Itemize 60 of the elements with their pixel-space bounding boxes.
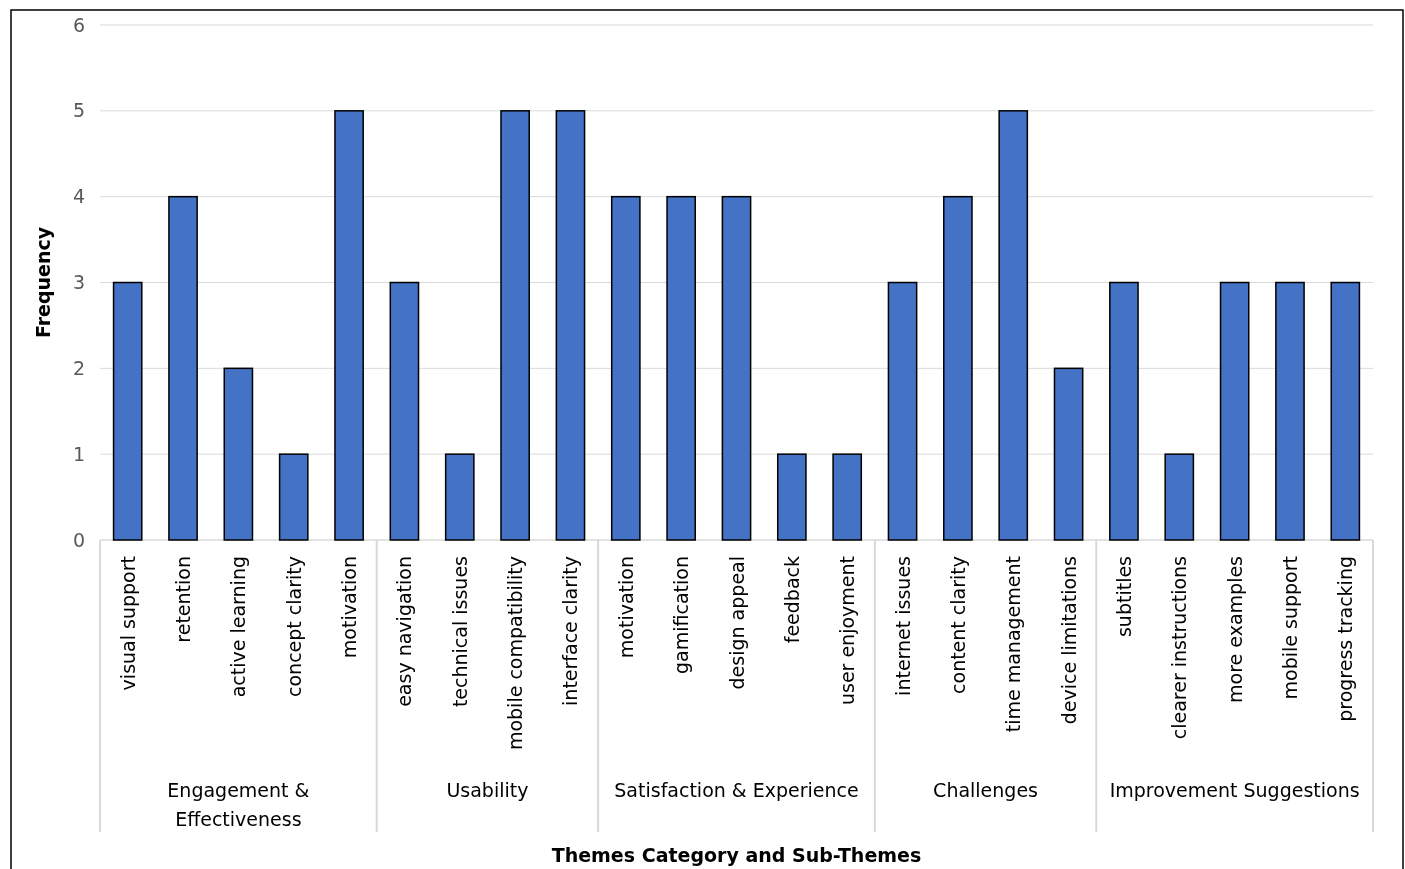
y-tick-label: 0 [72, 528, 85, 551]
x-tick-label: technical issues [448, 556, 471, 708]
bar [887, 281, 918, 541]
bar [112, 281, 143, 541]
x-tick-label: motivation [614, 556, 637, 659]
x-tick-label: interface clarity [559, 556, 582, 706]
x-tick-label: internet issues [891, 556, 914, 696]
text: Challenges [933, 779, 1039, 801]
bar [610, 195, 641, 541]
bar [334, 110, 364, 541]
text: Satisfaction & Experience [614, 779, 859, 801]
bar [998, 110, 1029, 541]
y-tick-label: 4 [72, 185, 85, 208]
x-tick-label: active learning [227, 556, 250, 698]
x-tick-label: easy navigation [393, 556, 416, 707]
y-tick-label: 2 [72, 356, 85, 379]
y-tick-label: 5 [72, 99, 85, 122]
bar [776, 453, 807, 541]
bar [1053, 367, 1084, 541]
bar [1219, 281, 1250, 541]
x-tick-label: user enjoyment [836, 556, 859, 706]
text: Engagement & Effectiveness [167, 779, 310, 830]
x-axis-title: Themes Category and Sub-Themes [551, 844, 922, 866]
x-tick-label: motivation [338, 556, 361, 659]
bar [1275, 281, 1305, 541]
x-tick-label: content clarity [946, 556, 969, 694]
bar [832, 453, 863, 541]
y-tick-label: 3 [72, 271, 85, 294]
text: Improvement Suggestions [1109, 779, 1360, 801]
y-axis-title: Frequency [32, 226, 54, 339]
x-tick-label: more examples [1223, 556, 1246, 703]
y-tick-label: 6 [72, 13, 85, 36]
bar [1109, 281, 1139, 541]
y-tick-label: 1 [72, 442, 85, 465]
x-tick-label: clearer instructions [1168, 556, 1191, 740]
bar [389, 281, 420, 541]
x-tick-label: progress tracking [1334, 556, 1357, 722]
bar [555, 110, 586, 541]
bar [223, 367, 254, 541]
bar [943, 195, 973, 541]
bar [1330, 281, 1361, 541]
bar [168, 195, 198, 541]
x-tick-label: device limitations [1057, 556, 1080, 725]
x-tick-label: mobile support [1278, 556, 1301, 700]
x-tick-label: subtitles [1112, 556, 1135, 638]
x-tick-label: design appeal [725, 556, 748, 690]
bar [721, 195, 752, 541]
x-tick-label: mobile compatibility [504, 556, 527, 751]
bar [444, 453, 475, 541]
x-tick-label: retention [172, 556, 195, 643]
bar [666, 195, 697, 541]
x-tick-label: time management [1002, 556, 1025, 733]
x-tick-label: concept clarity [282, 556, 305, 697]
bar [278, 453, 309, 541]
x-tick-label: visual support [116, 556, 139, 691]
x-tick-label: feedback [780, 556, 803, 644]
bar [500, 110, 530, 541]
bar [1164, 453, 1195, 541]
x-tick-label: gamification [670, 556, 693, 674]
text: Usability [446, 779, 529, 801]
